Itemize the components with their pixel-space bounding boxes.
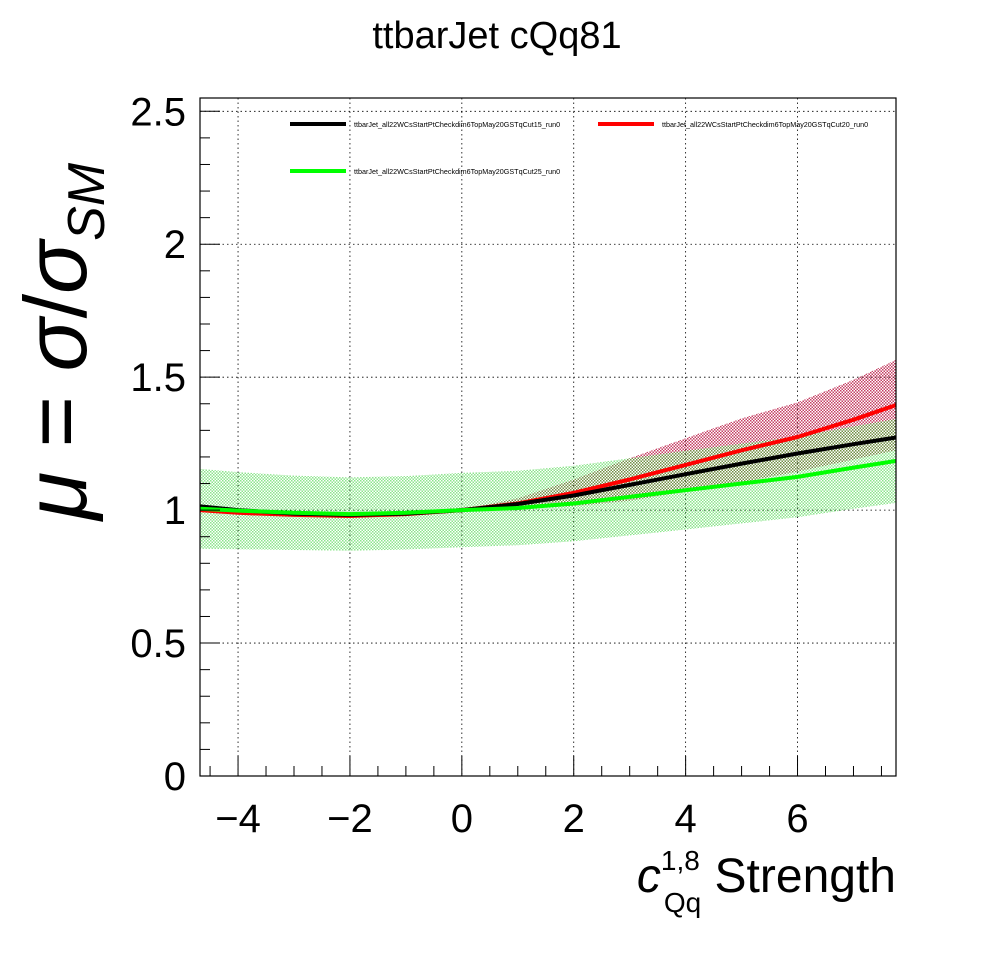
legend-label: ttbarJet_all22WCsStartPtCheckdim6TopMay2…	[354, 120, 560, 129]
x-tick-label: −4	[215, 797, 261, 841]
uncertainty-band	[200, 418, 896, 551]
x-tick-label: −2	[327, 797, 373, 841]
chart-title: ttbarJet cQq81	[372, 15, 621, 57]
x-tick-label: 2	[563, 797, 585, 841]
plot-frame	[199, 97, 897, 777]
y-axis-label-mu: μ	[6, 472, 105, 522]
x-axis-label-subscript: Qq	[664, 887, 701, 918]
y-tick-label: 2	[164, 223, 186, 267]
legend-label: ttbarJet_all22WCsStartPtCheckdim6TopMay2…	[662, 120, 868, 129]
x-tick-label: 0	[451, 797, 473, 841]
y-tick-label: 1	[164, 489, 186, 533]
y-axis-label-slash: /	[6, 293, 105, 318]
y-axis-label-sigma-sm: σ	[6, 238, 105, 294]
axis-ticks	[200, 110, 882, 777]
x-tick-label: 4	[675, 797, 697, 841]
legend-label: ttbarJet_all22WCsStartPtCheckdim6TopMay2…	[354, 167, 560, 176]
x-tick-label: 6	[786, 797, 808, 841]
y-tick-label: 2.5	[130, 90, 186, 134]
series-line	[199, 458, 897, 517]
series-lines	[199, 403, 897, 518]
x-axis-label-suffix: Strength	[701, 850, 896, 903]
legend: ttbarJet_all22WCsStartPtCheckdim6TopMay2…	[290, 120, 868, 176]
x-axis-label-symbol: c	[637, 850, 661, 903]
y-tick-label: 1.5	[130, 356, 186, 400]
plot-area	[199, 97, 897, 777]
y-tick-label: 0	[164, 755, 186, 799]
x-axis-label: c1,8 Qq Strength	[637, 845, 896, 918]
y-axis-label-subscript: SM	[58, 162, 116, 241]
y-axis-label: μ = σ/σSM	[6, 162, 116, 522]
y-axis-label-sigma: σ	[6, 315, 105, 371]
uncertainty-bands	[200, 359, 896, 551]
y-tick-label: 0.5	[130, 622, 186, 666]
x-axis-label-superscript: 1,8	[661, 845, 700, 876]
y-axis-label-equals: =	[6, 371, 105, 471]
